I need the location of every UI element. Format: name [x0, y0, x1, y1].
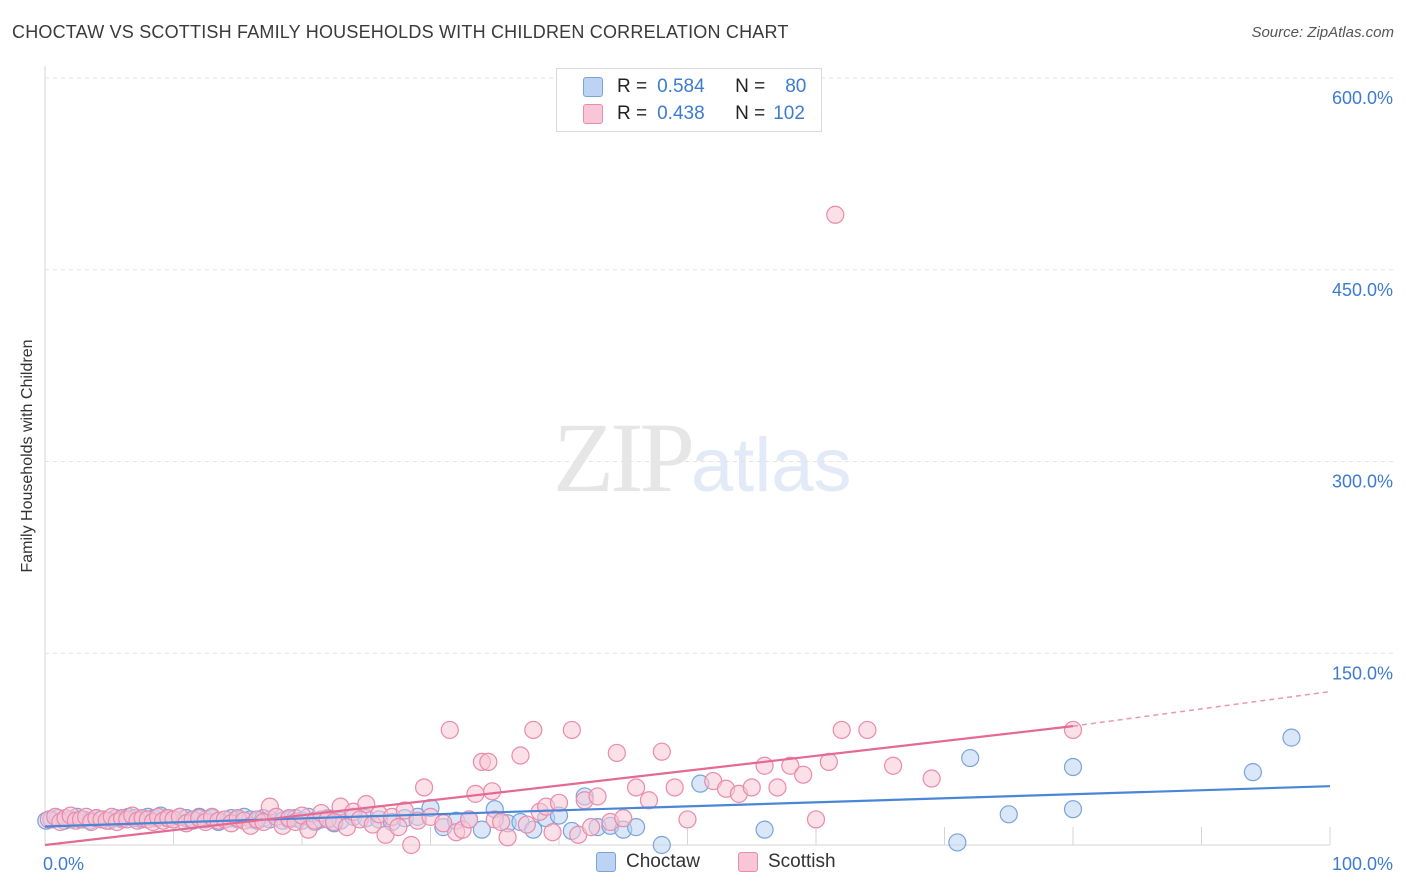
data-point	[832, 720, 851, 740]
data-point	[742, 778, 761, 797]
grid-lines	[45, 77, 1395, 654]
data-point	[806, 810, 826, 829]
data-point	[755, 756, 774, 775]
legend-row-choctaw: R = 0.584 N = 80	[583, 75, 806, 99]
data-point	[562, 720, 581, 740]
watermark-atlas: atlas	[691, 423, 852, 508]
chart-title: CHOCTAW VS SCOTTISH FAMILY HOUSEHOLDS WI…	[12, 22, 789, 42]
data-point	[511, 746, 530, 765]
data-point	[607, 743, 626, 763]
data-point	[479, 752, 498, 772]
r-key: R =	[617, 76, 648, 97]
data-point	[472, 820, 491, 839]
legend-row-scottish: R = 0.438 N = 102	[583, 102, 805, 126]
legend-item-scottish: Scottish	[738, 851, 836, 873]
choctaw-r-value: 0.584	[657, 76, 705, 97]
data-point	[414, 778, 434, 797]
data-point	[459, 810, 479, 829]
choctaw-swatch	[583, 77, 603, 97]
scottish-legend-swatch	[738, 852, 758, 872]
trend-lines	[44, 690, 1331, 847]
data-point	[652, 835, 671, 855]
data-point	[588, 787, 607, 806]
scottish-points	[39, 205, 1083, 855]
data-point	[498, 828, 517, 847]
y-tick-label: 450.0%	[1332, 280, 1393, 300]
watermark-zip: ZIP	[553, 402, 695, 513]
data-point	[524, 720, 543, 740]
data-point	[1063, 800, 1083, 819]
axes	[44, 66, 1331, 846]
data-point	[781, 756, 800, 775]
choctaw-legend-swatch	[596, 852, 616, 872]
data-point	[626, 778, 646, 797]
data-point	[1282, 728, 1301, 747]
scottish-n-value: 102	[773, 103, 805, 124]
data-point	[922, 769, 941, 788]
data-point	[626, 818, 646, 837]
data-point	[755, 820, 774, 839]
scottish-swatch	[583, 104, 603, 124]
data-point	[961, 748, 980, 768]
data-point	[1063, 720, 1083, 740]
data-point	[517, 815, 536, 834]
data-point	[614, 809, 633, 828]
x-tick-label: 0.0%	[43, 854, 84, 874]
scottish-r-value: 0.438	[657, 103, 705, 124]
y-tick-label: 600.0%	[1332, 88, 1393, 108]
legend-item-choctaw: Choctaw	[596, 851, 700, 873]
data-point	[948, 833, 967, 852]
data-point	[1243, 763, 1263, 782]
tick-labels: 150.0% 300.0% 450.0% 600.0% 0.0% 100.0%	[43, 88, 1393, 874]
n-key: N =	[735, 103, 766, 124]
choctaw-legend-label: Choctaw	[626, 851, 700, 872]
y-tick-label: 300.0%	[1332, 472, 1393, 492]
data-point	[440, 720, 459, 740]
zipatlas-watermark: ZIPatlas	[553, 400, 852, 515]
data-point	[1063, 757, 1083, 777]
data-point	[389, 818, 408, 837]
data-point	[652, 742, 671, 761]
data-point	[883, 756, 903, 775]
trend-line-extension	[1072, 690, 1331, 727]
r-key: R =	[617, 103, 648, 124]
choctaw-n-value: 80	[785, 76, 807, 97]
trend-line	[44, 725, 1074, 847]
data-point	[582, 818, 601, 837]
y-tick-label: 150.0%	[1332, 663, 1393, 683]
data-point	[858, 720, 877, 740]
data-point	[639, 791, 659, 810]
n-key: N =	[735, 76, 766, 97]
data-point	[999, 805, 1018, 824]
data-point	[483, 782, 502, 801]
data-point	[492, 812, 511, 832]
data-point	[794, 765, 813, 784]
data-point	[665, 778, 684, 797]
data-point	[768, 778, 787, 797]
scottish-legend-label: Scottish	[768, 851, 836, 872]
correlation-legend: R = 0.584 N = 80 R = 0.438 N = 102	[556, 68, 822, 132]
data-point	[549, 793, 569, 812]
data-point	[678, 810, 697, 829]
data-point	[543, 823, 562, 842]
data-point	[402, 835, 421, 855]
chart-source: Source: ZipAtlas.com	[1251, 24, 1394, 41]
x-tick-label: 100.0%	[1332, 854, 1393, 874]
data-point	[826, 205, 845, 224]
